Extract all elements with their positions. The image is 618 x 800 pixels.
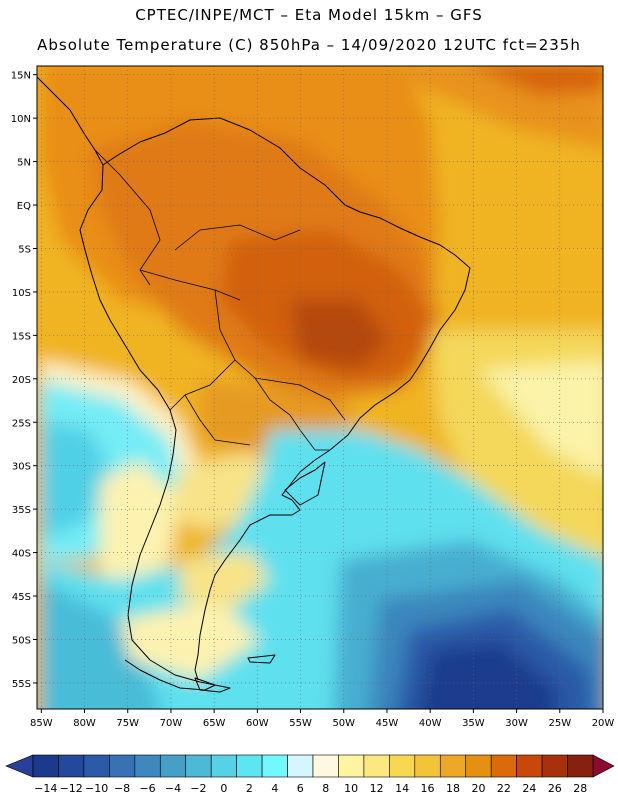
colorbar-swatch-9 xyxy=(261,754,288,778)
map-frame xyxy=(36,65,604,710)
lat-label: 15S xyxy=(12,331,31,342)
longitude-labels: 85W 80W 75W 70W 65W 60W 55W 50W 45W 40W 35W 30W 25W 2… xyxy=(30,709,614,729)
colorbar-label: 10 xyxy=(344,782,358,795)
lon-label: 50W xyxy=(332,718,355,729)
colorbar-swatch-7 xyxy=(210,754,237,778)
colorbar-label: −14 xyxy=(34,782,57,795)
colorbar-swatch-3 xyxy=(109,754,136,778)
colorbar-swatch-0 xyxy=(32,754,59,778)
colorbar-swatch-15 xyxy=(414,754,441,778)
colorbar-label: −10 xyxy=(85,782,108,795)
colorbar-over-arrow xyxy=(592,754,615,778)
lat-label: 20S xyxy=(12,375,31,386)
colorbar-label: −12 xyxy=(60,782,83,795)
colorbar-label: 20 xyxy=(471,782,485,795)
colorbar-label: −2 xyxy=(190,782,206,795)
colorbar-label: 28 xyxy=(573,782,587,795)
colorbar-label: 14 xyxy=(395,782,409,795)
colorbar-label: 26 xyxy=(548,782,562,795)
colorbar-swatch-5 xyxy=(159,754,187,778)
colorbar-label: −8 xyxy=(114,782,130,795)
colorbar-swatch-16 xyxy=(439,754,467,778)
country-borders xyxy=(94,149,346,451)
colorbar-label: 22 xyxy=(497,782,511,795)
colorbar-swatch-12 xyxy=(338,754,365,778)
lon-label: 60W xyxy=(246,718,269,729)
lat-label: 10S xyxy=(12,288,31,299)
lon-label: 20W xyxy=(592,718,615,729)
colorbar-swatch-8 xyxy=(236,754,263,778)
lon-label: 85W xyxy=(30,718,53,729)
title-line-2: Absolute Temperature (C) 850hPa – 14/09/… xyxy=(37,36,581,54)
lat-label: 35S xyxy=(12,505,31,516)
lat-label: 50S xyxy=(12,635,31,646)
lat-label: 55S xyxy=(12,679,31,690)
colorbar-swatch-21 xyxy=(567,754,594,778)
lon-label: 25W xyxy=(548,718,571,729)
lat-label: 15N xyxy=(11,71,31,82)
lat-label: 5N xyxy=(17,158,31,169)
lat-label: 40S xyxy=(12,549,31,560)
lon-label: 75W xyxy=(116,718,139,729)
colorbar-swatch-6 xyxy=(185,754,212,778)
colorbar-swatch-17 xyxy=(465,754,492,778)
lat-label: 30S xyxy=(12,462,31,473)
colorbar-label: −4 xyxy=(165,782,181,795)
colorbar-swatch-1 xyxy=(58,754,85,778)
colorbar-label: 8 xyxy=(322,782,329,795)
colorbar-label: 0 xyxy=(220,782,227,795)
lat-label: 45S xyxy=(12,592,31,603)
colorbar-label: 2 xyxy=(246,782,253,795)
colorbar-swatch-19 xyxy=(516,754,543,778)
latitude-labels: 15N 10N 5N EQ 5S 10S 15S 20S 25S 30S 35S 40S 45S 50S 5… xyxy=(11,71,37,690)
lon-label: 55W xyxy=(289,718,312,729)
colorbar-swatch-18 xyxy=(490,754,517,778)
colorbar-swatch-20 xyxy=(541,754,568,778)
lat-label: 25S xyxy=(12,418,31,429)
colorbar-swatch-13 xyxy=(363,754,390,778)
colorbar: −14 −12 −10 −8 −6 −4 −2 0 2 4 6 8 10 12 14 16 18 20 22 24 26… xyxy=(5,754,615,795)
lon-label: 30W xyxy=(505,718,528,729)
title-line-1: CPTEC/INPE/MCT – Eta Model 15km – GFS xyxy=(135,6,483,24)
colorbar-swatch-14 xyxy=(389,754,416,778)
colorbar-label: 16 xyxy=(421,782,435,795)
lat-label: EQ xyxy=(17,201,31,212)
colorbar-label: 24 xyxy=(522,782,536,795)
lat-label: 5S xyxy=(18,244,31,255)
colorbar-label: 12 xyxy=(370,782,384,795)
colorbar-swatch-2 xyxy=(83,754,110,778)
lon-label: 40W xyxy=(419,718,442,729)
colorbar-swatch-11 xyxy=(312,754,339,778)
colorbar-label: 6 xyxy=(297,782,304,795)
colorbar-swatch-4 xyxy=(134,754,161,778)
colorbar-label: 4 xyxy=(271,782,278,795)
lon-label: 65W xyxy=(203,718,226,729)
colorbar-label: −6 xyxy=(139,782,155,795)
colorbar-under-arrow xyxy=(5,754,34,778)
lon-label: 80W xyxy=(73,718,96,729)
lon-label: 35W xyxy=(462,718,485,729)
lat-label: 10N xyxy=(11,114,31,125)
colorbar-swatch-10 xyxy=(287,754,314,778)
lon-label: 45W xyxy=(376,718,399,729)
colorbar-label: 18 xyxy=(446,782,460,795)
lon-label: 70W xyxy=(160,718,183,729)
